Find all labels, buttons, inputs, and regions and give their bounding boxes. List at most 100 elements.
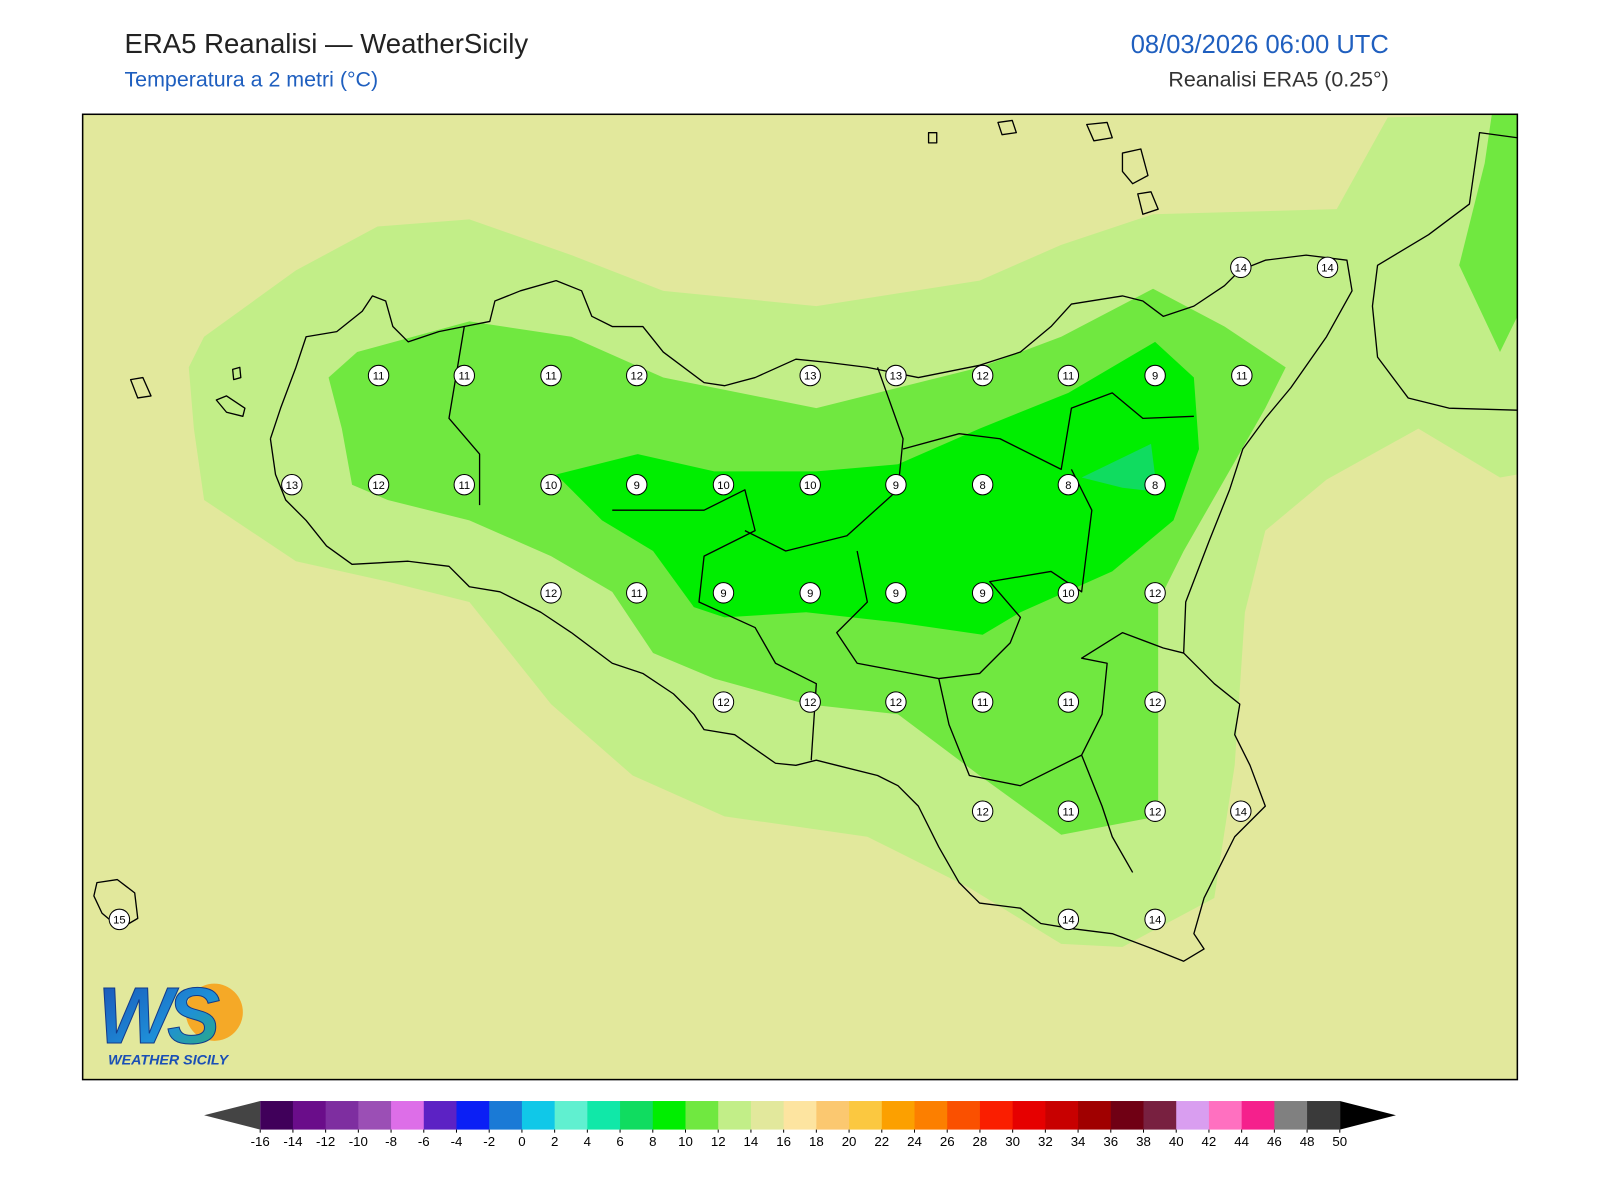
datetime: 08/03/2026 06:00 UTC <box>1131 31 1389 59</box>
station-marker <box>626 582 648 604</box>
station-value: 11 <box>1063 806 1075 818</box>
station-marker <box>799 582 821 604</box>
station-value: 11 <box>1063 697 1075 709</box>
colorbar-segment <box>456 1101 490 1130</box>
colorbar-segment <box>652 1101 687 1130</box>
colorbar-tick-label: -14 <box>283 1134 302 1149</box>
station-marker <box>1230 256 1252 279</box>
colorbar-segment <box>489 1101 523 1130</box>
station-marker <box>971 473 994 496</box>
station-value: 8 <box>1152 480 1158 492</box>
station-marker <box>540 473 562 496</box>
station-marker <box>971 691 994 713</box>
station-value: 14 <box>1321 262 1333 274</box>
colorbar-tick-label: 40 <box>1169 1134 1184 1149</box>
station-marker <box>367 473 390 496</box>
colorbar-segment <box>947 1101 981 1130</box>
colorbar-tick-label: 6 <box>616 1134 623 1149</box>
colorbar-segment <box>816 1101 850 1130</box>
station-value: 14 <box>1149 914 1161 926</box>
station-value: 12 <box>717 697 729 709</box>
station-value: 12 <box>1149 806 1161 818</box>
station-marker <box>971 800 994 822</box>
coastline <box>1371 131 1518 411</box>
station-value: 9 <box>807 588 813 600</box>
colorbar-tick-label: 10 <box>678 1134 693 1149</box>
station-value: 11 <box>1063 371 1075 383</box>
station-value: 12 <box>372 480 384 492</box>
station-marker <box>885 582 907 604</box>
colorbar-tick-label: 14 <box>744 1134 759 1149</box>
colorbar-segment <box>750 1101 785 1130</box>
colorbar-tick-label: 46 <box>1267 1134 1282 1149</box>
logo-sun <box>185 983 243 1041</box>
title: ERA5 Reanalisi — WeatherSicily <box>124 28 528 59</box>
station-marker <box>885 473 907 496</box>
station-value: 12 <box>1149 697 1161 709</box>
station-marker <box>799 691 821 713</box>
station-marker <box>712 582 735 604</box>
colorbar-segment <box>358 1101 392 1130</box>
colorbar-segment <box>979 1101 1014 1130</box>
station-marker <box>367 364 390 387</box>
source: Reanalisi ERA5 (0.25°) <box>1168 68 1388 92</box>
contour-fill <box>556 341 1199 635</box>
station-marker <box>1231 364 1253 387</box>
station-value: 13 <box>890 371 902 383</box>
station-marker <box>1144 800 1166 822</box>
province-border <box>448 326 1194 873</box>
station-marker <box>971 582 994 604</box>
map-area: 14 14 11 11 11 12 13 13 12 11 9 11 13 12 11 10 9 10 10 9 8 8 8… <box>82 114 1518 1080</box>
colorbar-segment <box>423 1101 458 1130</box>
station-marker <box>1057 582 1080 604</box>
station-value: 12 <box>976 806 988 818</box>
colorbar-tick-label: 24 <box>907 1134 922 1149</box>
colorbar-segment <box>1307 1101 1341 1130</box>
station-marker <box>540 582 562 604</box>
station-marker <box>1230 800 1252 822</box>
colorbar-tick-label: 36 <box>1103 1134 1118 1149</box>
station-value: 13 <box>286 480 298 492</box>
station-value: 11 <box>1236 371 1248 383</box>
colorbar-segment <box>1110 1101 1145 1130</box>
colorbar-segment <box>1078 1101 1112 1130</box>
colorbar-tick-label: 12 <box>711 1134 726 1149</box>
station-value: 12 <box>545 588 557 600</box>
colorbar-segment <box>391 1101 425 1130</box>
station-marker <box>1057 908 1080 931</box>
station-marker <box>1144 364 1166 387</box>
station-marker <box>885 691 907 713</box>
station-marker <box>281 473 303 496</box>
colorbar-segment <box>914 1101 948 1130</box>
station-marker <box>1144 582 1166 604</box>
colorbar-tick-label: 8 <box>649 1134 656 1149</box>
station-value: 14 <box>1062 914 1074 926</box>
station-value: 9 <box>893 480 899 492</box>
colorbar-tick-label: 2 <box>551 1134 558 1149</box>
colorbar-tick-label: -16 <box>251 1134 270 1149</box>
colorbar-segment <box>685 1101 719 1130</box>
station-marker <box>971 364 994 387</box>
station-value: 10 <box>545 480 557 492</box>
station-marker <box>799 473 821 496</box>
station-marker <box>1316 256 1339 279</box>
colorbar-segment <box>620 1101 654 1130</box>
colorbar-segment <box>881 1101 916 1130</box>
station-value: 8 <box>1065 480 1071 492</box>
colorbar-tick-label: 30 <box>1005 1134 1020 1149</box>
colorbar-tick-label: 48 <box>1300 1134 1315 1149</box>
station-marker <box>1057 800 1080 822</box>
colorbar-segment <box>718 1101 752 1130</box>
colorbar-tick-label: 18 <box>809 1134 824 1149</box>
colorbar-over <box>1339 1101 1396 1130</box>
station-value: 8 <box>980 480 986 492</box>
station-value: 12 <box>804 697 816 709</box>
colorbar-tick-label: 34 <box>1071 1134 1086 1149</box>
station-marker <box>453 364 475 387</box>
colorbar-tick-label: 4 <box>584 1134 591 1149</box>
station-value: 11 <box>458 371 470 383</box>
colorbar-segment <box>292 1101 327 1130</box>
station-marker <box>799 364 821 387</box>
colorbar-tick-label: 50 <box>1332 1134 1347 1149</box>
